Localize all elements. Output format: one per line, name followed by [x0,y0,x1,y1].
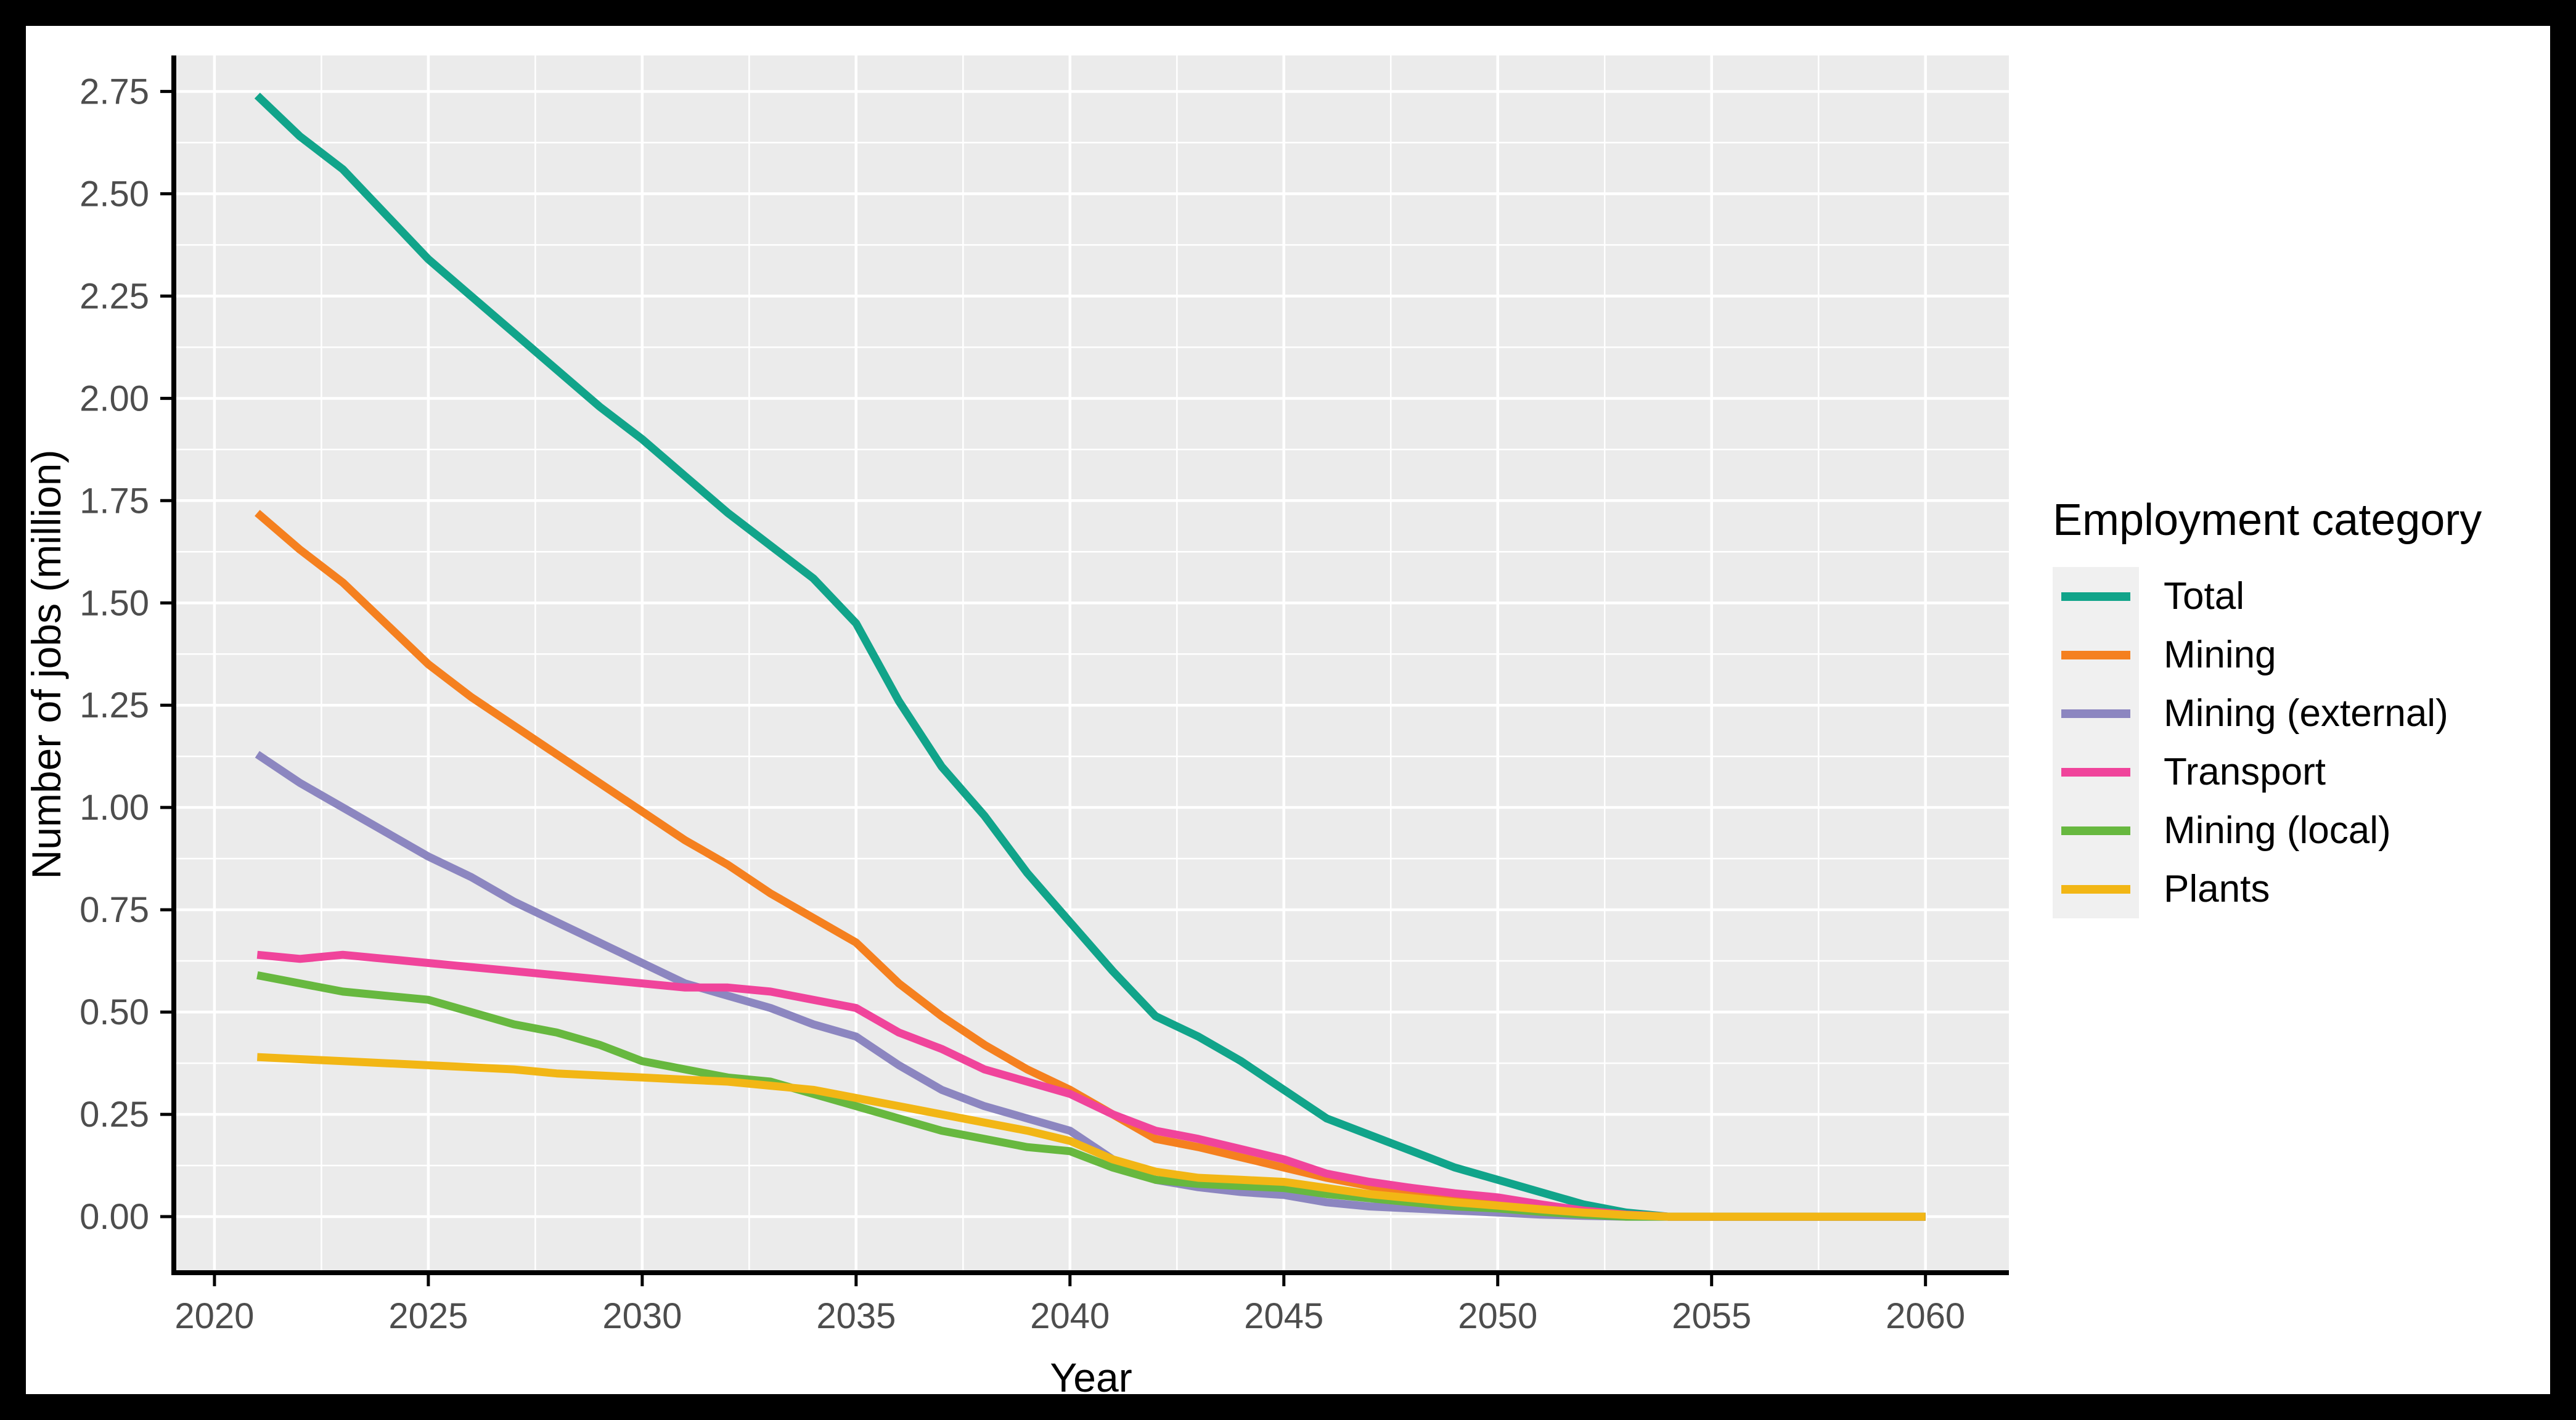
y-tick-label: 0.75 [80,890,149,930]
y-tick-label: 1.25 [80,685,149,725]
legend-row-plants: Plants [2053,860,2448,918]
x-tick-label: 2050 [1458,1296,1537,1336]
x-tick-label: 2060 [1886,1296,1965,1336]
legend-label: Mining [2164,633,2276,676]
legend-label: Transport [2164,750,2326,793]
legend-key-swatch-box [2053,684,2139,743]
legend-items: Total Mining Mining (external) Transport Min… [2053,567,2448,918]
series-line-plants [256,1053,1926,1221]
legend-row-total: Total [2053,567,2448,626]
minor-gridlines [174,55,2009,1273]
y-tick-label: 1.50 [80,583,149,623]
y-tick-label: 1.00 [80,788,149,828]
y-tick-label: 1.75 [80,481,149,521]
legend-row-mining: Mining [2053,626,2448,684]
x-tick-label: 2030 [602,1296,682,1336]
y-tick-label: 2.25 [80,276,149,316]
legend-label: Mining (local) [2164,809,2391,852]
plot-panel [174,55,2009,1273]
x-axis-tick-labels: 2020 2025 2030 2035 2040 2045 2050 2055 2060 [174,1296,1965,1336]
legend-key-swatch-box [2053,801,2139,860]
x-tick-label: 2040 [1030,1296,1110,1336]
legend-row-mining-local: Mining (local) [2053,801,2448,860]
y-axis-title: Number of jobs (million) [23,450,69,879]
legend-line-swatch [2061,592,2130,601]
x-tick-label: 2045 [1244,1296,1323,1336]
y-tick-label: 0.25 [80,1095,149,1135]
x-tick-label: 2020 [174,1296,254,1336]
y-tick-label: 0.00 [80,1197,149,1237]
x-tick-label: 2035 [816,1296,896,1336]
legend-row-mining-external: Mining (external) [2053,684,2448,743]
legend-line-swatch [2061,709,2130,718]
legend-line-swatch [2061,767,2130,777]
y-tick-label: 2.75 [80,71,149,112]
legend-row-transport: Transport [2053,743,2448,801]
y-axis-tick-labels: 0.00 0.25 0.50 0.75 1.00 1.25 1.50 1.75 2.00 2.25… [80,71,149,1237]
y-tick-label: 0.50 [80,992,149,1032]
axis-lines [171,55,2009,1275]
axis-tick-marks [160,89,1928,1286]
legend-key-swatch-box [2053,567,2139,626]
legend-key-swatch-box [2053,860,2139,918]
legend: Employment category Total Mining Mining (e… [2053,496,2482,918]
y-tick-label: 2.00 [80,378,149,418]
legend-label: Mining (external) [2164,692,2448,735]
legend-key-swatch-box [2053,743,2139,801]
x-tick-label: 2025 [388,1296,468,1336]
data-series-lines [254,92,1926,1221]
x-axis-title: Year [1050,1355,1132,1400]
legend-line-swatch [2061,884,2130,894]
x-tick-label: 2055 [1672,1296,1751,1336]
legend-title: Employment category [2053,496,2482,545]
legend-label: Plants [2164,867,2270,910]
legend-label: Total [2164,574,2244,618]
legend-line-swatch [2061,650,2130,659]
y-tick-label: 2.50 [80,174,149,214]
legend-line-swatch [2061,826,2130,835]
legend-key-swatch-box [2053,626,2139,684]
